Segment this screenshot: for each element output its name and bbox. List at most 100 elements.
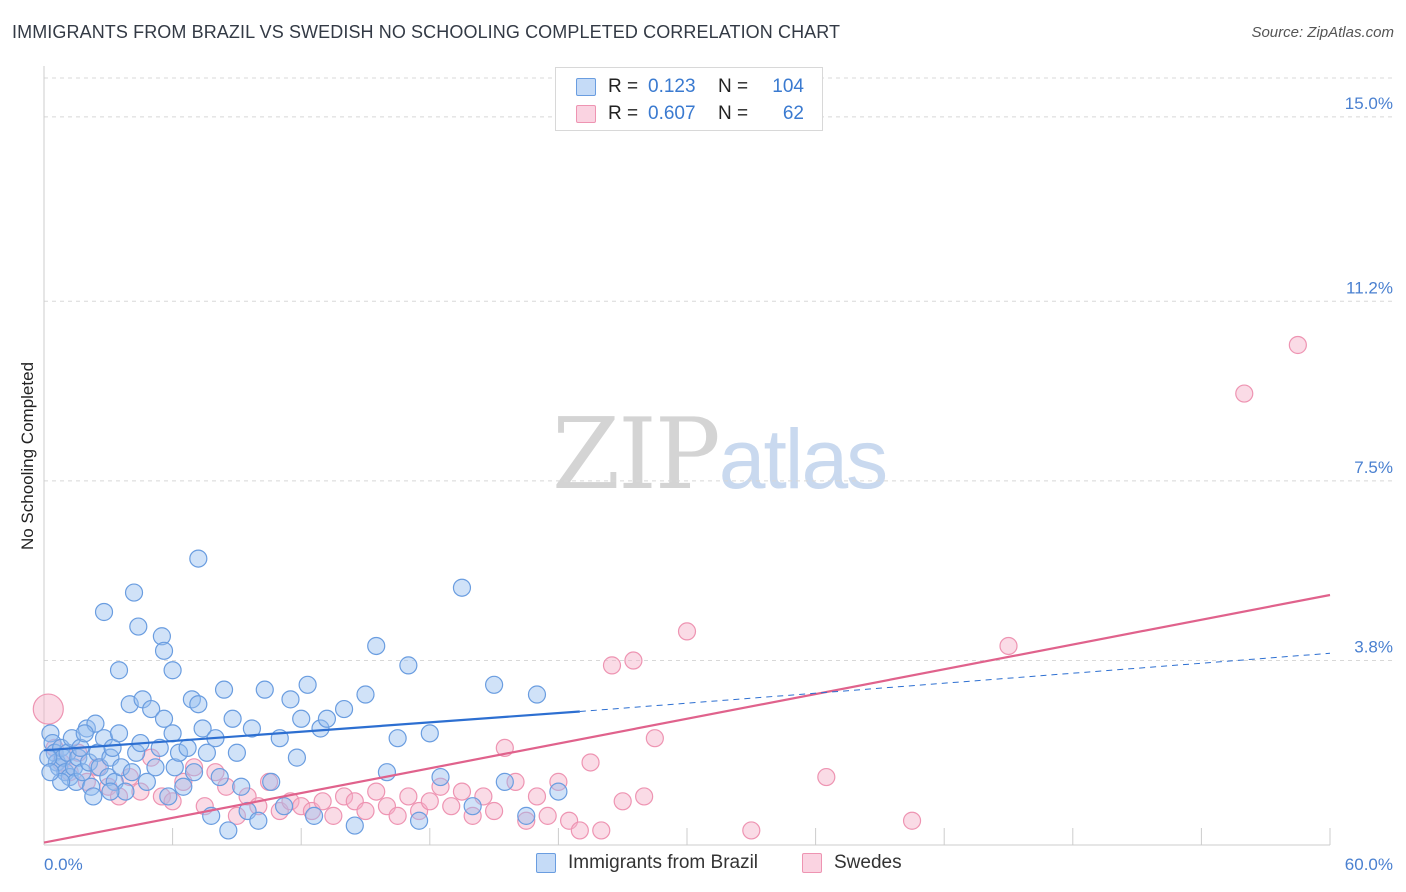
brazil-point <box>281 690 300 709</box>
swedes-point <box>506 772 525 791</box>
brazil-point <box>517 806 536 825</box>
brazil-point <box>527 685 547 704</box>
brazil-point <box>146 758 165 777</box>
swedes-point <box>902 811 922 830</box>
brazil-point <box>124 583 144 602</box>
swedes-point <box>592 821 611 840</box>
brazil-point <box>122 763 141 782</box>
brazil-point <box>163 724 182 743</box>
swedes-point <box>517 811 536 830</box>
swedes-point <box>570 821 589 840</box>
brazil-point <box>210 767 229 787</box>
brazil-point <box>189 549 208 568</box>
x-tick-label: 60.0% <box>1345 855 1393 874</box>
legend-row-brazil: R = 0.123 N = 104 <box>576 74 804 100</box>
legend-swatch-swedes <box>576 105 596 123</box>
source-label: Source: ZipAtlas.com <box>1251 24 1394 41</box>
brazil-point <box>232 777 251 796</box>
grid-lines <box>44 77 1394 662</box>
brazil-point <box>549 782 568 801</box>
brazil-trend-line <box>43 710 580 752</box>
brazil-point <box>219 821 238 840</box>
brazil-point <box>112 758 131 777</box>
brazil-point <box>334 699 354 719</box>
swedes-trend-line <box>43 593 1331 844</box>
legend-r-value: 0.123 <box>648 76 696 97</box>
brazil-point <box>73 763 92 782</box>
brazil-point <box>227 743 246 762</box>
brazil-point <box>399 656 418 675</box>
brazil-point <box>356 685 375 704</box>
tick-labels: 3.8% 7.5% 11.2% 15.0% 0.0% 60.0% <box>44 94 1393 874</box>
swedes-point <box>463 806 482 825</box>
series-legend: Immigrants from Brazil Swedes <box>0 852 1406 878</box>
brazil-point <box>193 719 212 738</box>
watermark: ZIPatlas <box>552 398 888 512</box>
brazil-point <box>169 743 189 762</box>
brazil-point <box>388 729 407 748</box>
swedes-point <box>581 753 600 772</box>
brazil-trend-extension <box>579 652 1331 713</box>
legend-n-label: N = <box>718 76 749 97</box>
brazil-point <box>142 699 161 719</box>
swedes-point <box>999 636 1018 656</box>
swedes-point <box>485 801 504 821</box>
swedes-point <box>324 806 343 825</box>
swedes-point <box>431 777 450 796</box>
brazil-point <box>223 709 242 728</box>
brazil-point <box>94 602 114 622</box>
brazil-point <box>129 617 148 636</box>
y-tick-label: 11.2% <box>1346 278 1393 297</box>
legend-n-value: 62 <box>782 103 804 124</box>
brazil-point <box>495 772 514 791</box>
swedes-point <box>602 656 622 675</box>
legend-r-label: R = <box>608 76 639 97</box>
brazil-point <box>485 675 504 694</box>
brazil-point <box>84 787 103 806</box>
brazil-point <box>184 763 204 782</box>
y-tick-label: 15.0% <box>1345 94 1393 113</box>
swedes-point <box>613 792 632 811</box>
series-swatch-swedes <box>802 853 822 873</box>
swedes-point <box>442 797 461 816</box>
swedes-point <box>334 787 354 806</box>
brazil-point <box>101 782 120 801</box>
swedes-point <box>817 767 836 787</box>
brazil-point <box>109 724 129 743</box>
brazil-point <box>178 738 197 758</box>
swedes-point <box>184 758 204 777</box>
swedes-point <box>367 782 386 801</box>
brazil-point <box>463 797 482 816</box>
correlation-legend: R = 0.123 N = 104 R = 0.607 N = 62 <box>555 67 823 131</box>
brazil-point <box>345 816 364 835</box>
swedes-point <box>399 787 418 806</box>
brazil-point <box>189 695 208 714</box>
watermark-atlas: atlas <box>718 412 888 506</box>
swedes-point <box>527 787 547 806</box>
brazil-point <box>163 661 182 680</box>
brazil-point <box>214 680 234 699</box>
legend-row-swedes: R = 0.607 N = 62 <box>576 101 804 127</box>
brazil-point <box>255 680 274 699</box>
swedes-point <box>635 787 654 806</box>
swedes-point <box>313 792 332 811</box>
brazil-point <box>174 777 193 796</box>
brazil-point <box>109 661 129 680</box>
brazil-point <box>409 811 429 830</box>
brazil-point <box>367 636 386 656</box>
brazil-point <box>41 763 60 782</box>
brazil-point <box>154 641 174 660</box>
chart-title: IMMIGRANTS FROM BRAZIL VS SWEDISH NO SCH… <box>12 22 841 42</box>
brazil-point <box>311 719 330 738</box>
swedes-point <box>677 622 697 641</box>
brazil-point <box>304 806 324 825</box>
swedes-point <box>624 651 643 670</box>
y-tick-label: 3.8% <box>1354 638 1393 657</box>
series-legend-swedes: Swedes <box>802 852 902 874</box>
swedes-point <box>538 806 557 825</box>
legend-r-value: 0.607 <box>648 103 696 124</box>
brazil-point <box>152 627 171 646</box>
brazil-point <box>420 724 439 743</box>
swedes-point <box>1288 335 1307 355</box>
